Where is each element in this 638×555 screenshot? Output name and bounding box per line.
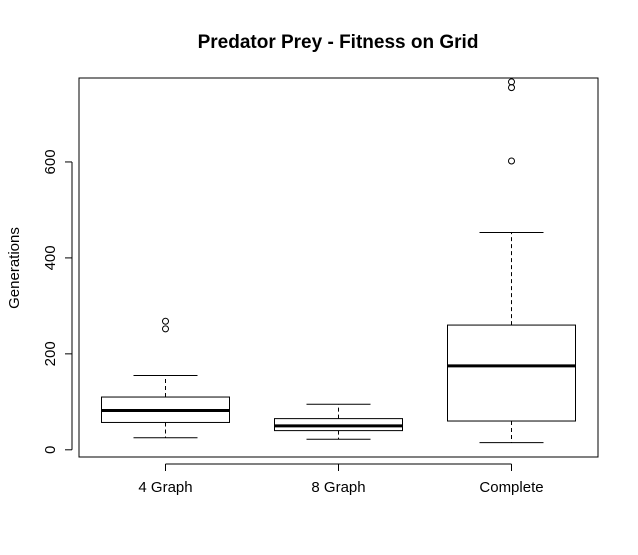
y-axis: 0 200 400 600: [42, 149, 73, 454]
x-tick-label: Complete: [479, 479, 543, 496]
plot-frame: [78, 77, 599, 458]
chart-title: Predator Prey - Fitness on Grid: [198, 32, 479, 53]
outlier-point: [508, 78, 515, 86]
box-group: [274, 403, 403, 440]
boxes: [101, 78, 576, 444]
y-axis-label: Generations: [6, 227, 23, 309]
outlier-point: [162, 325, 169, 333]
x-tick-label: 8 Graph: [311, 479, 365, 496]
x-axis: 4 Graph 8 Graph Complete: [138, 463, 544, 496]
box-group: [447, 78, 576, 444]
y-tick-label: 200: [42, 341, 59, 366]
outlier-point: [508, 157, 515, 165]
x-tick-label: 4 Graph: [138, 479, 192, 496]
outlier-point: [162, 317, 169, 325]
y-tick-label: 600: [42, 149, 59, 174]
y-tick-label: 400: [42, 245, 59, 270]
outlier-point: [508, 84, 515, 92]
box-iqr: [447, 324, 576, 422]
box-group: [101, 317, 230, 439]
y-tick-label: 0: [42, 446, 59, 454]
